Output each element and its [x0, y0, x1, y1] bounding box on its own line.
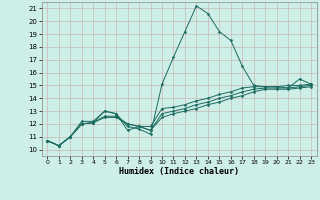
- X-axis label: Humidex (Indice chaleur): Humidex (Indice chaleur): [119, 167, 239, 176]
